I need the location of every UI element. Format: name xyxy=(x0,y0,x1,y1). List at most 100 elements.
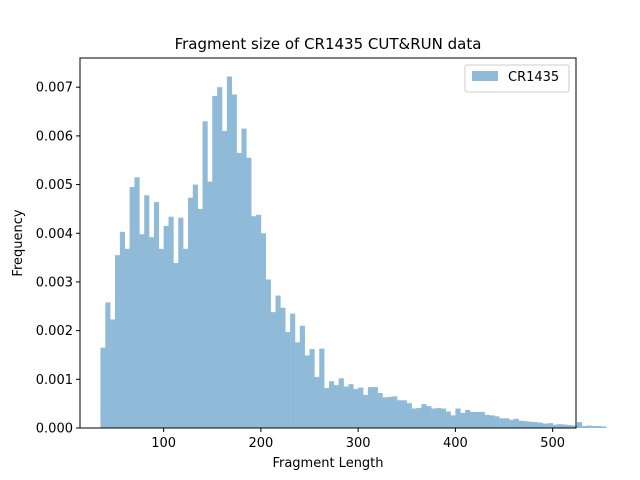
histogram-bar xyxy=(426,406,432,428)
histogram-bar xyxy=(518,420,524,428)
histogram-bar xyxy=(280,307,286,428)
histogram-bar xyxy=(144,195,150,428)
y-tick-label: 0.006 xyxy=(36,129,73,144)
y-axis-ticks: 0.000 0.001 0.002 0.003 0.004 0.005 0.006 0.007 xyxy=(36,81,80,437)
legend-swatch xyxy=(472,71,498,81)
y-axis-label: Frequency xyxy=(11,209,26,276)
histogram-bar xyxy=(178,217,184,428)
histogram-bar xyxy=(304,355,310,428)
histogram-bar xyxy=(494,416,500,428)
histogram-bar xyxy=(406,403,412,428)
histogram-bar xyxy=(134,177,140,428)
histogram-bar xyxy=(499,418,505,428)
histogram-bar xyxy=(581,426,587,428)
y-tick-label: 0.001 xyxy=(36,373,73,388)
histogram-bar xyxy=(523,421,529,428)
x-tick-label: 400 xyxy=(443,436,468,451)
histogram-bar xyxy=(119,231,126,428)
x-axis-label: Fragment Length xyxy=(272,456,383,471)
histogram-bar xyxy=(504,418,510,428)
histogram-bar xyxy=(217,87,223,429)
histogram-bar xyxy=(557,424,563,428)
histogram-bar xyxy=(586,425,592,428)
histogram-bar xyxy=(270,312,276,428)
histogram-bar xyxy=(562,424,568,428)
histogram-bar xyxy=(221,131,228,428)
y-tick-label: 0.002 xyxy=(36,324,73,339)
histogram-bar xyxy=(290,313,296,428)
histogram-bar xyxy=(479,411,485,428)
histogram-bar xyxy=(382,397,388,428)
histogram-bar xyxy=(469,411,476,428)
histogram-bar xyxy=(465,409,471,428)
histogram-bar xyxy=(348,384,354,428)
histogram-bar xyxy=(450,415,456,428)
histogram-bar xyxy=(149,237,155,428)
x-tick-label: 100 xyxy=(151,436,176,451)
histogram-bar xyxy=(343,386,349,428)
histogram-bar xyxy=(226,76,233,428)
y-tick-label: 0.003 xyxy=(36,275,73,290)
legend: CR1435 xyxy=(464,64,570,93)
histogram-bar xyxy=(576,422,583,428)
histogram-bar xyxy=(285,332,291,428)
histogram-bar xyxy=(538,422,544,428)
histogram-bar xyxy=(100,347,106,428)
histogram-bar xyxy=(363,394,369,428)
histogram-bar xyxy=(358,387,364,428)
histogram-bar xyxy=(202,121,208,428)
histogram-bar xyxy=(489,415,495,428)
histogram-bar xyxy=(265,279,271,428)
histogram-bar xyxy=(572,425,578,428)
x-axis-ticks: 100 200 300 400 500 xyxy=(151,428,565,451)
histogram-bar xyxy=(435,408,442,428)
x-tick-label: 300 xyxy=(346,436,371,451)
histogram-bars xyxy=(100,76,607,429)
histogram-bar xyxy=(397,400,403,428)
histogram-bar xyxy=(542,423,549,428)
y-tick-label: 0.004 xyxy=(36,227,73,242)
histogram-bar xyxy=(192,184,198,428)
histogram-bar xyxy=(547,423,553,428)
histogram-bar xyxy=(260,233,267,428)
histogram-bar xyxy=(236,152,242,428)
histogram-bar xyxy=(401,400,408,428)
histogram-bar xyxy=(445,411,451,428)
histogram-bar xyxy=(353,389,359,428)
legend-label: CR1435 xyxy=(508,70,559,85)
histogram-bar xyxy=(163,225,169,428)
histogram-bar xyxy=(275,295,281,428)
histogram-bar xyxy=(153,202,160,428)
histogram-bar xyxy=(431,408,437,428)
x-tick-label: 500 xyxy=(540,436,565,451)
histogram-bar xyxy=(129,187,135,428)
histogram-bar xyxy=(299,325,305,428)
histogram-bar xyxy=(251,216,257,428)
histogram-bar xyxy=(591,426,597,428)
histogram-bar xyxy=(168,216,174,428)
histogram-bar xyxy=(460,412,466,428)
histogram-bar xyxy=(173,262,179,428)
histogram-bar xyxy=(294,342,301,428)
histogram-bar xyxy=(528,421,534,428)
histogram-bar xyxy=(158,248,164,428)
plot-area-frame xyxy=(79,57,577,429)
histogram-bar xyxy=(474,411,481,428)
histogram-bar xyxy=(115,255,121,428)
histogram-bar xyxy=(533,422,539,428)
histogram-bar xyxy=(440,408,446,428)
histogram-bar xyxy=(324,388,330,428)
histogram-bar xyxy=(455,408,461,428)
histogram-bar xyxy=(387,396,393,428)
histogram-bar xyxy=(241,128,247,428)
histogram-bar xyxy=(124,248,130,428)
histogram-bar xyxy=(416,408,422,428)
histogram-bar xyxy=(484,414,490,428)
histogram-bar xyxy=(256,214,262,428)
histogram-bar xyxy=(231,94,237,428)
x-tick-label: 200 xyxy=(248,436,273,451)
y-tick-label: 0.005 xyxy=(36,178,73,193)
histogram-bar xyxy=(207,181,213,428)
histogram-bar xyxy=(552,424,558,428)
